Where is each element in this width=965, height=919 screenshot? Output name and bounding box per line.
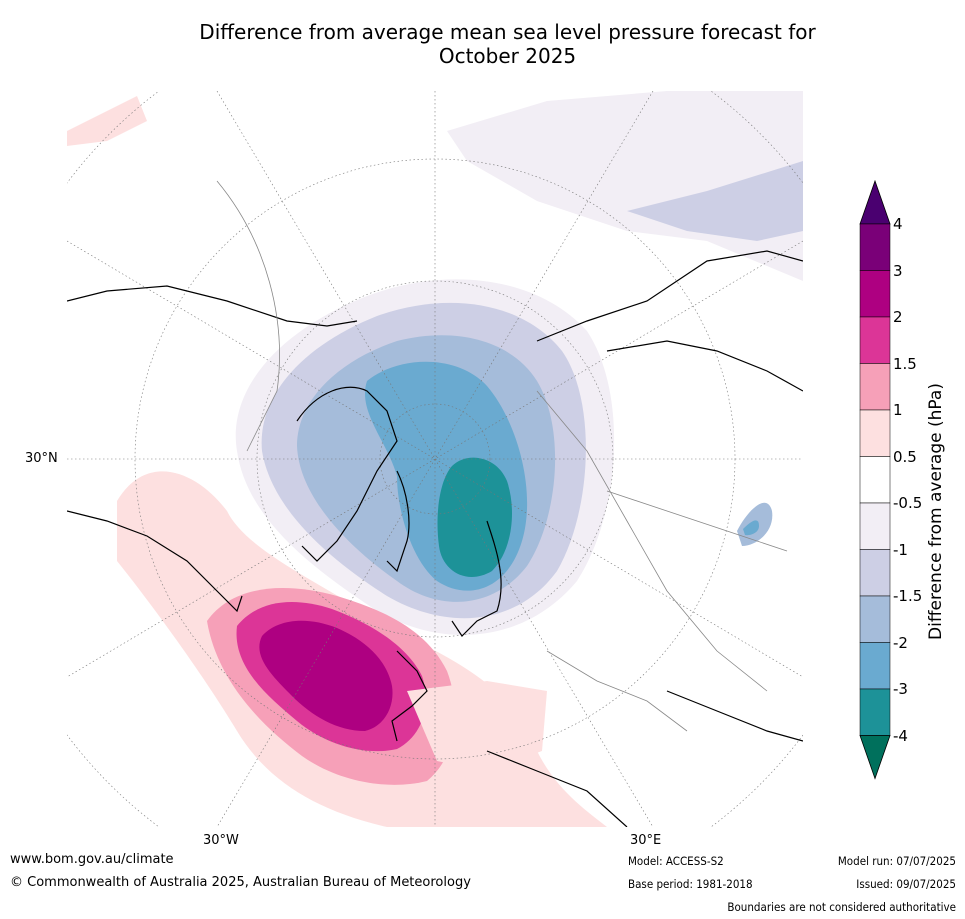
colorbar-segment: [859, 316, 891, 364]
colorbar-tick-label: 4: [893, 215, 903, 233]
pressure-map: [67, 91, 803, 827]
colorbar-segment: [859, 595, 891, 643]
anomaly-neg1-north: [627, 161, 803, 241]
colorbar-tick-label: -3: [893, 680, 908, 698]
footer-disclaimer: Boundaries are not considered authoritat…: [727, 900, 956, 914]
colorbar-tick-label: -4: [893, 726, 908, 745]
colorbar-segment: [859, 363, 891, 411]
colorbar-tick-label: -1.5: [893, 587, 923, 605]
colorbar-tick-label: 0.5: [893, 447, 917, 466]
colorbar-segment: [859, 270, 891, 318]
colorbar-segment: [859, 688, 891, 736]
colorbar-segment: [859, 456, 891, 504]
colorbar-tick-label: 1.5: [893, 354, 917, 373]
country-borders: [216, 180, 788, 732]
anomaly-neg4-scandinavia: [437, 457, 512, 577]
colorbar-segment: [859, 409, 891, 457]
footer-issued: Issued: 09/07/2025: [856, 877, 956, 891]
anomaly-pos05-europe: [407, 681, 547, 771]
footer-base-period: Base period: 1981-2018: [628, 877, 753, 891]
footer-website: www.bom.gov.au/climate: [10, 852, 174, 867]
title-line-1: Difference from average mean sea level p…: [199, 20, 816, 44]
colorbar-segment: [859, 502, 891, 550]
colorbar-tick-label: -1: [893, 540, 908, 559]
graticule: [67, 91, 803, 827]
anomaly-pos2-atlantic: [259, 620, 393, 731]
colorbar-tick-label: -0.5: [893, 494, 923, 512]
colorbar-tick-label: 1: [893, 401, 903, 419]
colorbar-extend-top: [859, 180, 891, 225]
coastlines: [67, 250, 803, 827]
colorbar-extend-bottom: [859, 735, 891, 780]
anomaly-pos05-nw: [67, 96, 147, 146]
label-lat-30n: 30°N: [25, 451, 58, 466]
label-lon-30e: 30°E: [630, 833, 662, 848]
colorbar-segment: [859, 642, 891, 690]
colorbar-tick-label: 3: [893, 261, 903, 280]
colorbar-segment: [859, 223, 891, 271]
footer-model: Model: ACCESS-S2: [628, 854, 724, 868]
map-canvas: [67, 91, 803, 827]
colorbar-tick-label: 2: [893, 308, 903, 326]
title-line-2: October 2025: [438, 44, 577, 68]
colorbar-tick-label: -2: [893, 633, 908, 652]
map-title: Difference from average mean sea level p…: [60, 20, 955, 68]
colorbar-title: Difference from average (hPa): [926, 383, 946, 640]
footer-copyright: © Commonwealth of Australia 2025, Austra…: [10, 875, 471, 890]
colorbar: [859, 180, 891, 780]
anomaly-neg2-asia: [743, 520, 759, 536]
footer-model-run: Model run: 07/07/2025: [837, 854, 956, 868]
label-lon-30w: 30°W: [203, 833, 239, 848]
colorbar-segment: [859, 549, 891, 597]
